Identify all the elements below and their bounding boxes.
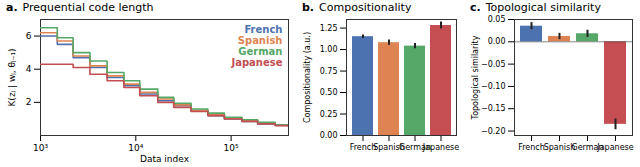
svg-text:10³: 10³ <box>33 143 48 153</box>
svg-text:Japanese: Japanese <box>230 57 282 68</box>
svg-text:Japanese: Japanese <box>596 143 633 152</box>
svg-text:French: French <box>518 143 545 152</box>
svg-text:Spanish: Spanish <box>238 35 283 46</box>
svg-text:Data index: Data index <box>140 154 190 164</box>
svg-text:Spanish: Spanish <box>543 143 576 153</box>
html-text:a. Prequential code length: a. Prequential code length <box>6 1 154 14</box>
svg-text:German: German <box>238 46 282 57</box>
svg-text:−0.10: −0.10 <box>481 82 506 91</box>
svg-text:French: French <box>244 24 282 35</box>
svg-text:0.25: 0.25 <box>320 110 338 119</box>
svg-text:Compositionality (a.u.): Compositionality (a.u.) <box>303 32 312 123</box>
svg-text:−0.05: −0.05 <box>481 60 506 69</box>
svg-text:1.00: 1.00 <box>320 45 338 54</box>
svg-text:Spanish: Spanish <box>373 143 405 153</box>
svg-text:0.00: 0.00 <box>320 131 338 140</box>
html-text:c. Topological similarity: c. Topological similarity <box>470 1 601 14</box>
svg-text:0.00: 0.00 <box>488 37 506 46</box>
svg-text:2: 2 <box>26 97 32 107</box>
svg-text:4: 4 <box>26 64 32 74</box>
svg-text:10⁴: 10⁴ <box>128 143 143 153</box>
svg-text:German: German <box>571 143 604 153</box>
svg-text:−0.15: −0.15 <box>481 104 506 113</box>
svg-text:Topological similarity: Topological similarity <box>471 35 480 120</box>
svg-text:French: French <box>349 143 377 153</box>
svg-text:K(zⱼ | wⱼ, θⱼ₋₁): K(zⱼ | wⱼ, θⱼ₋₁) <box>7 48 17 106</box>
html-text:b. Compositionality: b. Compositionality <box>302 1 412 14</box>
svg-text:1.25: 1.25 <box>320 24 338 33</box>
svg-text:0.05: 0.05 <box>488 15 506 24</box>
svg-text:0.75: 0.75 <box>320 67 338 76</box>
svg-text:−0.20: −0.20 <box>481 127 506 136</box>
svg-text:0.50: 0.50 <box>320 88 338 97</box>
svg-text:Japanese: Japanese <box>422 143 459 152</box>
svg-text:10⁵: 10⁵ <box>224 143 239 153</box>
svg-text:German: German <box>399 143 431 153</box>
svg-text:6: 6 <box>26 31 32 41</box>
